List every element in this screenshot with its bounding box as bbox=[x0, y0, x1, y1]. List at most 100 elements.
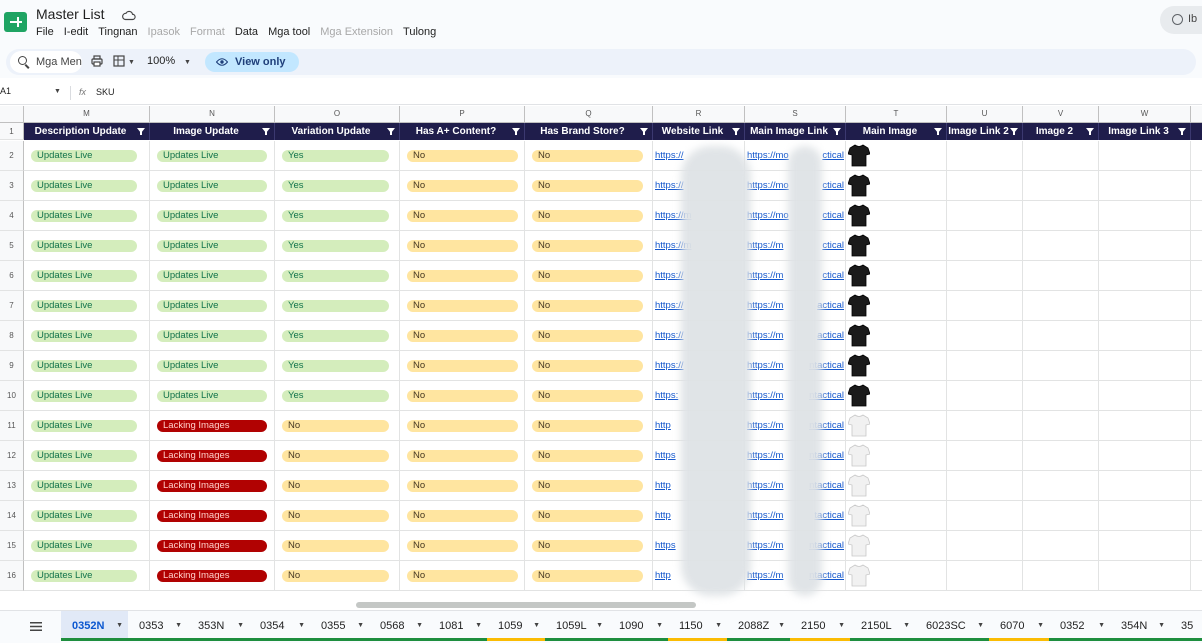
status-chip[interactable]: No bbox=[282, 510, 389, 522]
website-link[interactable]: https://m bbox=[655, 210, 692, 221]
main-image-link[interactable]: https://m bbox=[747, 330, 784, 341]
status-chip[interactable]: Updates Live bbox=[31, 270, 137, 282]
chevron-down-icon[interactable]: ▼ bbox=[54, 88, 61, 95]
table-cell[interactable]: Lacking Images bbox=[150, 531, 275, 560]
status-chip[interactable]: No bbox=[532, 360, 643, 372]
main-image-link-tail[interactable]: ntactical bbox=[809, 480, 844, 491]
status-chip[interactable]: Updates Live bbox=[31, 360, 137, 372]
website-link[interactable]: https: bbox=[655, 390, 679, 401]
chevron-down-icon[interactable]: ▼ bbox=[1158, 622, 1165, 629]
table-cell[interactable]: Yes bbox=[275, 201, 400, 230]
main-image-link-tail[interactable]: ntactical bbox=[809, 570, 844, 581]
table-cell[interactable]: No bbox=[525, 441, 653, 470]
chevron-down-icon[interactable]: ▼ bbox=[116, 622, 123, 629]
main-image-link[interactable]: https://m bbox=[747, 270, 784, 281]
main-image-link-tail[interactable]: ctical bbox=[822, 210, 844, 221]
main-image-link-tail[interactable]: ntactical bbox=[809, 390, 844, 401]
table-cell[interactable] bbox=[947, 381, 1023, 410]
white-shirt-thumbnail-icon[interactable] bbox=[848, 534, 870, 557]
menu-item-mga-tool[interactable]: Mga tool bbox=[268, 26, 311, 38]
status-chip[interactable]: Yes bbox=[282, 180, 389, 192]
table-cell[interactable]: https://m ctical bbox=[745, 261, 846, 290]
table-cell[interactable]: Lacking Images bbox=[150, 561, 275, 590]
row-number[interactable]: 3 bbox=[0, 171, 24, 201]
column-header[interactable]: Description Update bbox=[24, 123, 150, 140]
table-cell[interactable] bbox=[846, 261, 947, 290]
table-cell[interactable]: Updates Live bbox=[150, 141, 275, 170]
sheet-tab-1081[interactable]: 1081 ▼ bbox=[428, 611, 487, 641]
row-number[interactable]: 2 bbox=[0, 141, 24, 171]
table-cell[interactable]: No bbox=[525, 561, 653, 590]
table-cell[interactable] bbox=[1099, 231, 1191, 260]
main-image-link-tail[interactable]: ntactical bbox=[809, 420, 844, 431]
table-cell[interactable] bbox=[1099, 531, 1191, 560]
table-cell[interactable]: No bbox=[525, 501, 653, 530]
table-cell[interactable]: No bbox=[400, 321, 525, 350]
table-cell[interactable]: https://mo ctical bbox=[745, 201, 846, 230]
table-cell[interactable]: https://m ntactical bbox=[745, 351, 846, 380]
status-chip[interactable]: Updates Live bbox=[157, 300, 267, 312]
status-chip[interactable]: Updates Live bbox=[31, 480, 137, 492]
status-chip[interactable]: No bbox=[407, 180, 518, 192]
menu-item-tingnan[interactable]: Tingnan bbox=[98, 26, 138, 38]
table-cell[interactable] bbox=[1099, 561, 1191, 590]
table-cell[interactable]: Updates Live bbox=[24, 381, 150, 410]
table-cell[interactable] bbox=[846, 141, 947, 170]
sheet-tab-6023sc[interactable]: 6023SC ▼ bbox=[915, 611, 989, 641]
table-cell[interactable] bbox=[947, 261, 1023, 290]
table-cell[interactable] bbox=[1023, 201, 1099, 230]
all-sheets-menu-icon[interactable] bbox=[30, 622, 42, 631]
filter-icon[interactable] bbox=[833, 128, 841, 135]
table-cell[interactable] bbox=[947, 411, 1023, 440]
sheet-tab-2150[interactable]: 2150 ▼ bbox=[790, 611, 850, 641]
table-cell[interactable]: Updates Live bbox=[150, 201, 275, 230]
table-cell[interactable]: Lacking Images bbox=[150, 441, 275, 470]
status-chip[interactable]: Yes bbox=[282, 330, 389, 342]
table-cell[interactable]: Updates Live bbox=[24, 141, 150, 170]
filter-icon[interactable] bbox=[1010, 128, 1018, 135]
column-letter-m[interactable]: M bbox=[24, 106, 150, 122]
chevron-down-icon[interactable]: ▼ bbox=[838, 622, 845, 629]
table-cell[interactable]: Yes bbox=[275, 171, 400, 200]
table-cell[interactable]: No bbox=[400, 441, 525, 470]
table-cell[interactable] bbox=[1099, 201, 1191, 230]
filter-icon[interactable] bbox=[512, 128, 520, 135]
sheet-tab-2150l[interactable]: 2150L ▼ bbox=[850, 611, 915, 641]
white-shirt-thumbnail-icon[interactable] bbox=[848, 504, 870, 527]
filter-icon[interactable] bbox=[732, 128, 740, 135]
status-chip[interactable]: No bbox=[407, 240, 518, 252]
table-cell[interactable]: No bbox=[275, 441, 400, 470]
status-chip[interactable]: Updates Live bbox=[31, 330, 137, 342]
status-chip[interactable]: Yes bbox=[282, 240, 389, 252]
table-cell[interactable] bbox=[1023, 231, 1099, 260]
table-cell[interactable] bbox=[1023, 141, 1099, 170]
table-cell[interactable]: Updates Live bbox=[24, 531, 150, 560]
table-cell[interactable]: No bbox=[525, 411, 653, 440]
column-header[interactable]: Image Update bbox=[150, 123, 275, 140]
main-image-link[interactable]: https://m bbox=[747, 450, 784, 461]
column-header[interactable]: Has Brand Store? bbox=[525, 123, 653, 140]
black-shirt-thumbnail-icon[interactable] bbox=[848, 384, 870, 407]
status-chip[interactable]: No bbox=[532, 480, 643, 492]
table-cell[interactable]: No bbox=[525, 141, 653, 170]
table-cell[interactable] bbox=[947, 441, 1023, 470]
status-chip[interactable]: No bbox=[532, 450, 643, 462]
table-cell[interactable]: Updates Live bbox=[24, 231, 150, 260]
table-cell[interactable] bbox=[947, 141, 1023, 170]
row-number[interactable]: 4 bbox=[0, 201, 24, 231]
table-cell[interactable]: Yes bbox=[275, 261, 400, 290]
sheet-tab-0355[interactable]: 0355 ▼ bbox=[310, 611, 369, 641]
sheet-tab-2088z[interactable]: 2088Z ▼ bbox=[727, 611, 790, 641]
table-cell[interactable] bbox=[947, 231, 1023, 260]
table-cell[interactable]: No bbox=[525, 381, 653, 410]
table-cell[interactable]: Updates Live bbox=[24, 441, 150, 470]
status-chip[interactable]: No bbox=[282, 540, 389, 552]
status-chip[interactable]: Updates Live bbox=[31, 300, 137, 312]
website-link[interactable]: https:// bbox=[655, 270, 684, 281]
status-chip[interactable]: No bbox=[407, 270, 518, 282]
black-shirt-thumbnail-icon[interactable] bbox=[848, 174, 870, 197]
table-cell[interactable] bbox=[1099, 321, 1191, 350]
table-cell[interactable]: No bbox=[275, 531, 400, 560]
table-cell[interactable] bbox=[1099, 501, 1191, 530]
spreadsheet-format-icon[interactable] bbox=[113, 55, 125, 67]
